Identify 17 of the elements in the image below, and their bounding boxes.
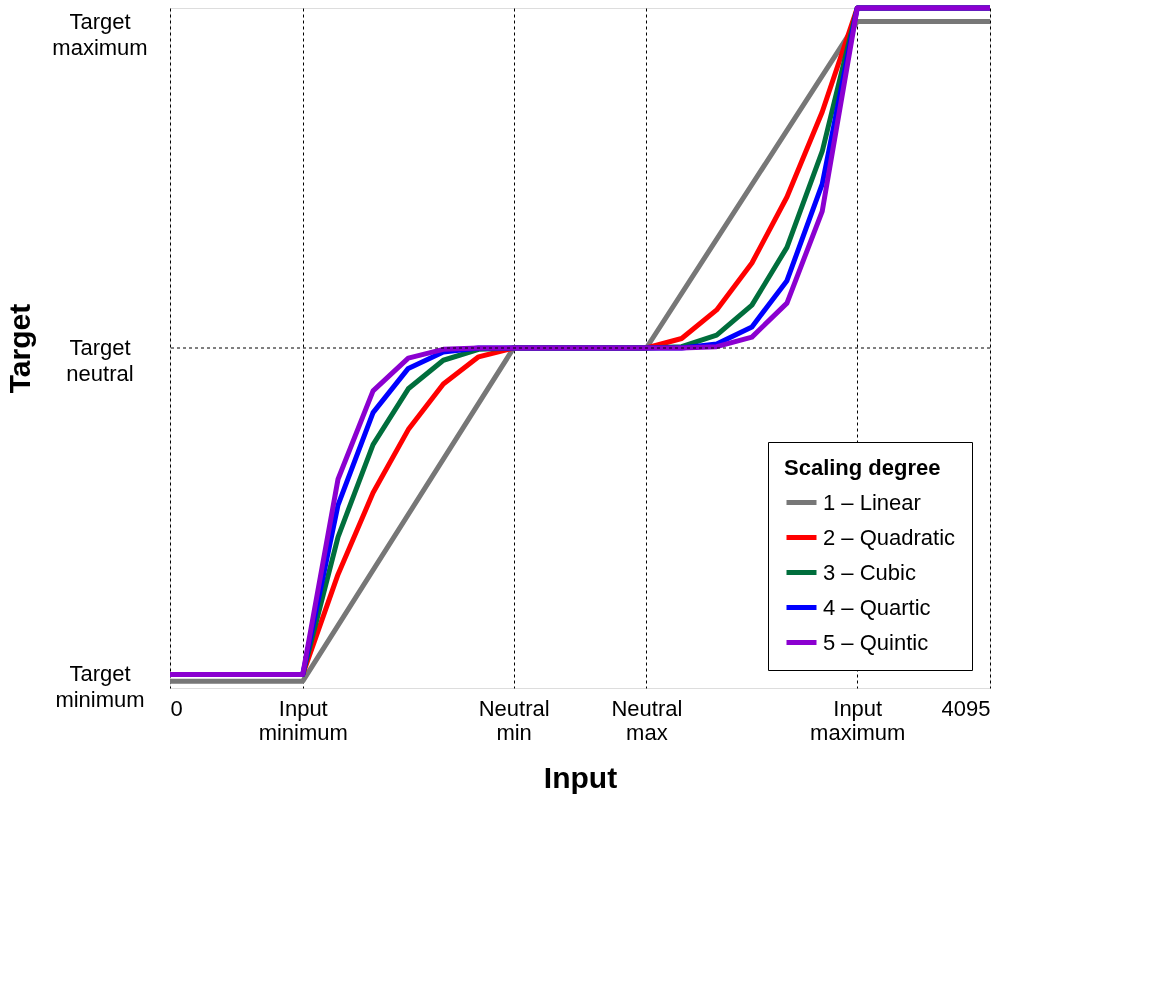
- legend-label: 1 – Linear: [823, 489, 921, 515]
- legend-title: Scaling degree: [784, 455, 941, 480]
- text: Target minimum: [55, 661, 145, 712]
- x-tick-label: Input maximum: [810, 695, 906, 745]
- x-tick-label: Neutral min: [478, 695, 550, 745]
- x-axis-title: Input: [543, 760, 618, 794]
- text: Target neutral: [66, 335, 134, 386]
- x-tick-label: Input minimum: [258, 695, 348, 745]
- legend-label: 5 – Quintic: [823, 629, 929, 655]
- legend-label: 2 – Quadratic: [823, 524, 956, 550]
- x-tick-label: 0: [170, 695, 183, 721]
- text: Target maximum: [52, 9, 148, 60]
- legend-label: 4 – Quartic: [823, 594, 931, 620]
- legend-label: 3 – Cubic: [823, 559, 916, 585]
- x-tick-label: 4095: [941, 695, 991, 721]
- y-axis-title: Target: [2, 303, 36, 394]
- x-tick-label: Neutral max: [611, 695, 683, 745]
